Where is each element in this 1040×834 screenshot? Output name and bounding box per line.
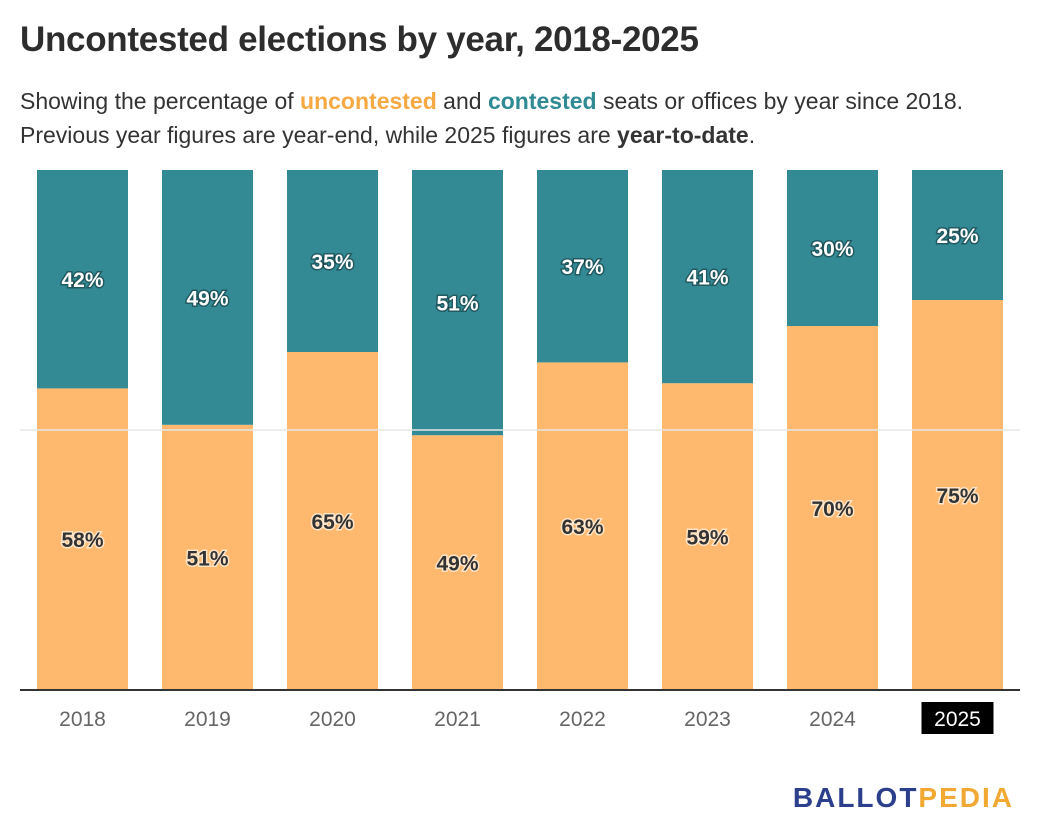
bar-uncontested-2024: [787, 326, 878, 690]
x-tick-label-2020: 2020: [309, 708, 356, 731]
bar-contested-2025: [912, 170, 1003, 300]
x-tick-highlight-bg-2025: [921, 702, 994, 734]
x-tick-label-2024: 2024: [809, 708, 856, 731]
subtitle-text-5: .: [748, 122, 756, 148]
data-label-contested-2020: 35%: [311, 251, 353, 274]
subtitle-text-2: and: [436, 88, 488, 114]
bar-uncontested-2022: [537, 362, 628, 690]
data-label-contested-2019: 49%: [186, 287, 228, 310]
subtitle-uncontested-highlight: uncontested: [300, 88, 437, 114]
bar-contested-2020: [287, 170, 378, 352]
data-label-uncontested-2022: 63%: [561, 516, 603, 539]
bar-uncontested-2023: [662, 383, 753, 690]
data-label-uncontested-2025: 75%: [936, 485, 978, 508]
data-label-contested-2022: 37%: [561, 256, 603, 279]
x-tick-label-2025: 2025: [934, 708, 981, 731]
chart-title: Uncontested elections by year, 2018-2025: [20, 20, 699, 59]
subtitle-text-3: seats or offices by year since 2018.: [596, 88, 964, 114]
bar-uncontested-2018: [37, 388, 128, 690]
bars-group: [37, 170, 1003, 690]
chart-subtitle: Showing the percentage of uncontested an…: [20, 84, 1020, 152]
bar-contested-2021: [412, 170, 503, 436]
data-label-uncontested-2019: 51%: [186, 547, 228, 570]
data-label-uncontested-2018: 58%: [61, 529, 103, 552]
data-label-contested-2023: 41%: [686, 267, 728, 290]
bar-uncontested-2021: [412, 435, 503, 690]
bar-contested-2022: [537, 170, 628, 363]
subtitle-ytd-emphasis: year-to-date: [617, 122, 749, 148]
logo-text-ballot: BALLOT: [792, 782, 919, 813]
data-label-contested-2025: 25%: [936, 225, 978, 248]
bar-uncontested-2025: [912, 300, 1003, 690]
bar-contested-2023: [662, 170, 753, 384]
bar-uncontested-2020: [287, 352, 378, 690]
data-label-uncontested-2024: 70%: [811, 498, 853, 521]
data-label-uncontested-2021: 49%: [436, 553, 478, 576]
bar-contested-2019: [162, 170, 253, 425]
data-label-uncontested-2020: 65%: [311, 511, 353, 534]
x-tick-label-2018: 2018: [59, 708, 106, 731]
ballotpedia-logo: BALLOTPEDIA: [793, 782, 1014, 814]
logo-text-pedia: PEDIA: [918, 782, 1014, 813]
x-tick-label-2019: 2019: [184, 708, 231, 731]
bar-uncontested-2019: [162, 424, 253, 690]
subtitle-contested-highlight: contested: [487, 88, 597, 114]
x-tick-label-2023: 2023: [684, 708, 731, 731]
x-tick-label-2022: 2022: [559, 708, 606, 731]
stacked-bar-chart: 58% 42% 51% 49% 65% 35% 49% 51% 63% 37% 59% 41% 70% 3…: [20, 170, 1020, 734]
data-label-contested-2018: 42%: [61, 269, 103, 292]
data-label-uncontested-2023: 59%: [686, 527, 728, 550]
bar-contested-2018: [37, 170, 128, 389]
data-label-contested-2021: 51%: [436, 293, 478, 316]
x-tick-label-2021: 2021: [434, 708, 481, 731]
data-label-contested-2024: 30%: [811, 238, 853, 261]
subtitle-text-1: Showing the percentage of: [20, 88, 301, 114]
subtitle-text-4: Previous year figures are year-end, whil…: [20, 122, 618, 148]
bar-contested-2024: [787, 170, 878, 326]
